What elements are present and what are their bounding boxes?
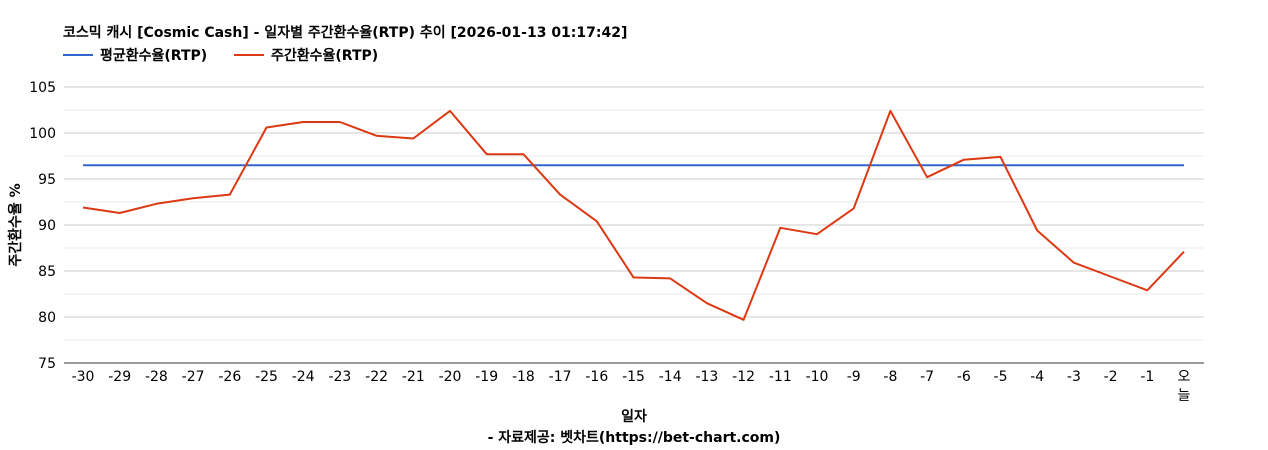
x-tick-label: -4 [1030,369,1044,385]
x-tick-label: 오 [1178,369,1191,385]
x-tick-label: -19 [475,369,498,385]
x-tick-label: -10 [806,369,829,385]
y-axis-label: 주간환수율 % [7,183,24,266]
x-tick-label: -5 [994,369,1008,385]
y-tick-label: 105 [29,80,56,96]
y-tick-label: 95 [38,172,56,188]
legend: 평균환수율(RTP) 주간환수율(RTP) [63,47,378,64]
x-tick-label: -16 [585,369,608,385]
chart-title: 코스믹 캐시 [Cosmic Cash] - 일자별 주간환수율(RTP) 추이… [63,24,627,41]
legend-label-weekly-rtp: 주간환수율(RTP) [271,47,378,64]
x-tick-label: -28 [145,369,168,385]
y-axis-ticks: 75 80 85 90 95 100 105 [29,80,56,372]
x-tick-label: -2 [1104,369,1118,385]
x-tick-label: -3 [1067,369,1081,385]
x-tick-label: -15 [622,369,645,385]
legend-label-average-rtp: 평균환수율(RTP) [100,47,207,64]
x-tick-label: -11 [769,369,792,385]
x-tick-label: -18 [512,369,535,385]
source-credit: - 자료제공: 벳차트(https://bet-chart.com) [488,429,781,446]
x-tick-label: -7 [920,369,934,385]
x-tick-label: -29 [108,369,131,385]
x-tick-label: -25 [255,369,278,385]
x-tick-label: -6 [957,369,971,385]
x-tick-label: -22 [365,369,388,385]
x-tick-label: -9 [847,369,861,385]
x-tick-label: -26 [218,369,241,385]
x-tick-label: -20 [439,369,462,385]
x-tick-label: -12 [732,369,755,385]
x-axis-ticks: -30 -29 -28 -27 -26 -25 -24 -23 -22 -21 -20 -19 -18-… [72,369,1191,404]
x-axis-label: 일자 [621,409,647,425]
x-tick-label: -21 [402,369,425,385]
x-tick-label: -8 [883,369,897,385]
series-lines [82,109,1185,321]
x-tick-label: -17 [549,369,572,385]
gridlines [64,86,1204,364]
y-tick-label: 80 [38,310,56,326]
x-tick-label: -1 [1140,369,1154,385]
series-line-weekly-rtp [82,109,1185,321]
x-tick-label: 늘 [1178,388,1191,404]
x-tick-label: -14 [659,369,682,385]
y-tick-label: 85 [38,264,56,280]
y-tick-label: 100 [29,126,56,142]
x-tick-label: -27 [182,369,205,385]
x-tick-label: -23 [328,369,351,385]
x-tick-label: -30 [72,369,95,385]
x-tick-label: -13 [695,369,718,385]
y-tick-label: 75 [38,356,56,372]
x-tick-label: -24 [292,369,315,385]
y-tick-label: 90 [38,218,56,234]
